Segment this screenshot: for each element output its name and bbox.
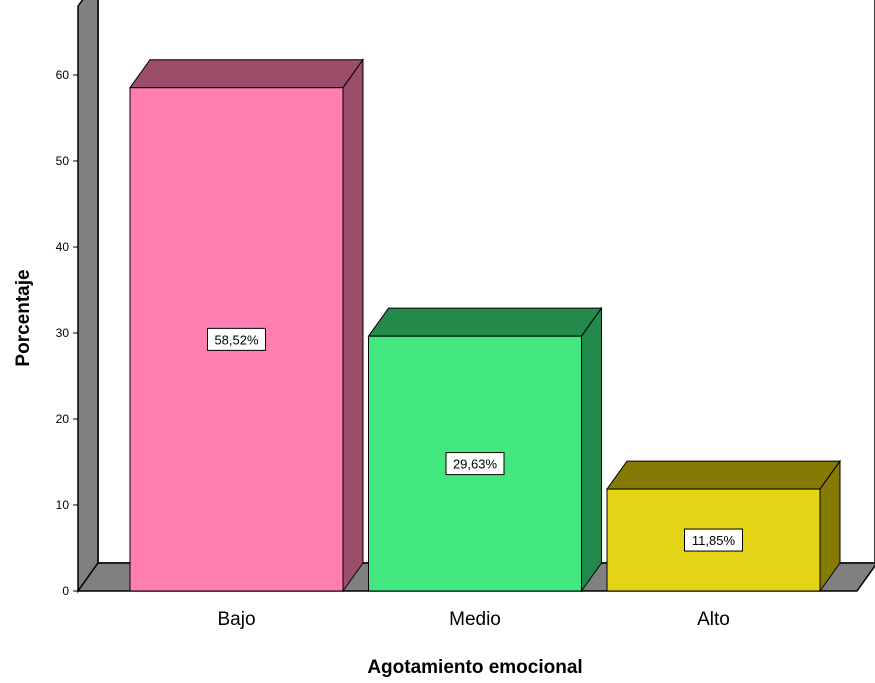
bar-medio: [367, 306, 603, 593]
data-label: 29,63%: [453, 457, 498, 472]
data-label-box: [684, 528, 743, 552]
bar-side-face: [581, 306, 602, 593]
y-tick-label: 40: [56, 240, 70, 254]
y-tick-label: 50: [56, 154, 70, 168]
data-label: 58,52%: [214, 332, 259, 347]
bar-top-face: [367, 307, 603, 337]
data-label-box: [207, 327, 266, 351]
bar-alto: [606, 459, 841, 593]
y-axis-ticks: 0 10 20 30 40 50 60: [56, 68, 78, 598]
bar-front-face: [129, 87, 344, 592]
data-labels: 58,52% 29,63% 11,85%: [207, 327, 743, 552]
y-tick-label: 60: [56, 68, 70, 82]
y-tick-label: 20: [56, 412, 70, 426]
data-label: 11,85%: [692, 533, 736, 548]
bar-top-face: [129, 59, 364, 89]
bars: [129, 58, 841, 593]
bar-side-face: [342, 58, 364, 593]
y-tick-label: 0: [62, 584, 69, 598]
y-tick-label: 30: [56, 326, 70, 340]
x-axis-title: Agotamiento emocional: [367, 657, 582, 678]
data-label-box: [445, 452, 505, 476]
bar-top-face: [606, 460, 841, 490]
x-category-label: Medio: [449, 609, 501, 630]
bar-bajo: [129, 58, 364, 593]
x-category-label: Alto: [697, 609, 730, 630]
y-tick-label: 10: [56, 498, 70, 512]
x-category-label: Bajo: [217, 609, 255, 630]
left-wall: [77, 0, 99, 594]
y-axis-title: Porcentaje: [13, 269, 34, 366]
x-axis-categories: Bajo Medio Alto: [217, 609, 729, 630]
